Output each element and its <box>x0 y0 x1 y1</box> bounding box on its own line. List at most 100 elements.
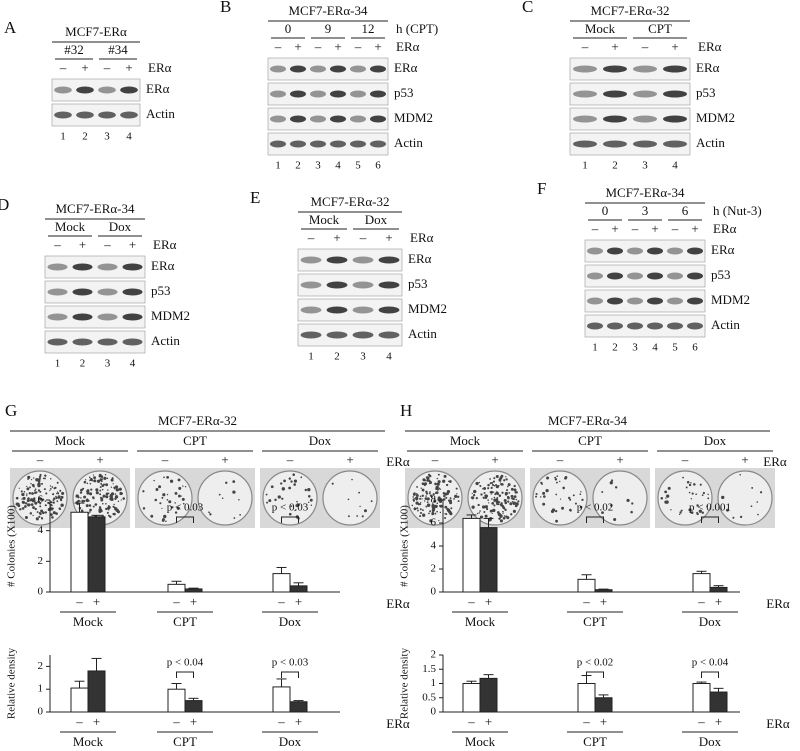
colony <box>155 488 159 491</box>
band <box>633 90 657 98</box>
colony <box>476 512 479 515</box>
colony <box>114 497 117 500</box>
band <box>120 111 138 119</box>
bar <box>272 573 291 593</box>
colony <box>505 478 508 481</box>
colony <box>100 475 104 479</box>
colony <box>507 500 510 503</box>
x-tick-label: Dox <box>699 734 722 749</box>
colony <box>113 486 116 489</box>
sign: + <box>491 452 498 467</box>
band <box>603 90 627 98</box>
colony <box>721 495 725 500</box>
band <box>573 65 597 73</box>
sign: – <box>75 714 83 729</box>
colony <box>688 508 692 512</box>
colony <box>437 473 440 476</box>
x-tick-label: Dox <box>279 614 302 629</box>
colony <box>101 478 104 480</box>
band <box>98 111 116 119</box>
colony <box>424 497 428 500</box>
colony <box>425 495 427 497</box>
row-label: p53 <box>696 85 716 100</box>
colony <box>239 514 241 516</box>
colony <box>268 499 272 503</box>
panel-letter: C <box>522 0 533 16</box>
group-label: 0 <box>285 21 292 36</box>
colony <box>232 480 236 484</box>
colony <box>182 485 184 487</box>
row-label: p53 <box>408 276 428 291</box>
colony <box>90 488 93 491</box>
colony <box>488 502 490 504</box>
sign: + <box>691 221 698 236</box>
colony <box>685 486 688 489</box>
sign: – <box>581 39 589 54</box>
row-label: ERα <box>146 81 170 96</box>
colony <box>414 497 417 500</box>
colony <box>30 503 34 506</box>
sign: + <box>611 39 618 54</box>
colony <box>421 494 424 497</box>
sign: – <box>172 594 180 609</box>
colony <box>161 507 163 510</box>
colony <box>554 476 557 479</box>
band <box>326 256 348 264</box>
colony <box>116 510 120 514</box>
colony <box>432 493 435 496</box>
colony <box>150 514 154 518</box>
marker-label: ERα <box>410 230 434 245</box>
colony <box>601 511 604 515</box>
band <box>47 263 68 271</box>
y-axis-label: Relative density <box>6 647 18 719</box>
colony <box>51 504 53 507</box>
band <box>300 331 322 339</box>
colony <box>58 497 60 500</box>
colony <box>436 477 439 480</box>
colony <box>88 504 92 507</box>
colony <box>471 505 475 509</box>
colony <box>83 480 87 484</box>
band <box>122 263 143 271</box>
colony <box>489 482 492 485</box>
colony <box>555 519 558 523</box>
colony <box>358 491 361 494</box>
panel-letter: E <box>250 188 260 207</box>
colony <box>23 491 26 493</box>
colony <box>693 483 696 486</box>
colony <box>601 490 604 493</box>
band <box>647 297 663 305</box>
colony <box>153 479 155 482</box>
band <box>270 140 286 148</box>
sign: – <box>582 594 590 609</box>
colony <box>510 513 513 516</box>
colony <box>436 502 439 505</box>
colony <box>478 512 481 514</box>
colony <box>490 493 492 495</box>
y-axis-label: # Colonies (X100) <box>399 505 411 587</box>
colony <box>56 481 59 484</box>
band <box>326 306 348 314</box>
colony <box>142 507 146 510</box>
sign: – <box>631 221 639 236</box>
colony <box>490 486 493 489</box>
colony <box>415 499 418 501</box>
bar <box>87 670 106 713</box>
colony <box>95 491 99 495</box>
lane-number: 3 <box>104 131 110 143</box>
colony <box>290 505 293 508</box>
lane-number: 4 <box>335 160 341 172</box>
colony <box>351 478 353 481</box>
colony <box>491 501 495 505</box>
colony <box>450 507 453 510</box>
colony <box>559 480 561 483</box>
row-label: Actin <box>711 317 740 332</box>
sign: – <box>467 714 475 729</box>
colony <box>426 497 430 501</box>
sign: + <box>93 594 100 609</box>
colony <box>483 492 486 494</box>
colony <box>436 482 440 486</box>
colony <box>484 496 488 499</box>
colony <box>106 477 109 480</box>
band <box>350 140 366 148</box>
